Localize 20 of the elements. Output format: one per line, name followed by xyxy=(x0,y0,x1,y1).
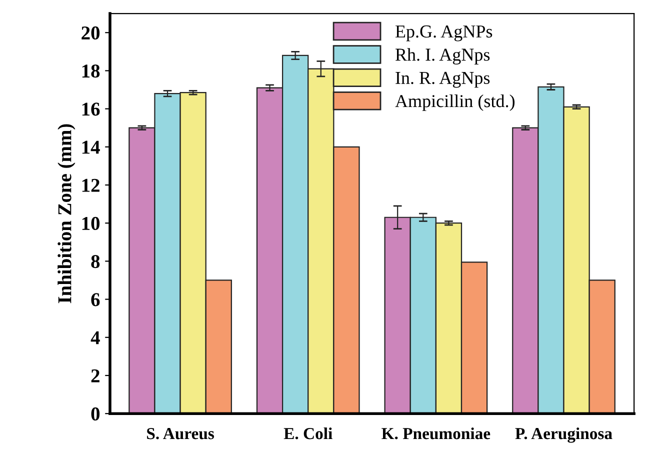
x-tick-label: E. Coli xyxy=(284,427,332,440)
y-axis-title: Inhibition Zone (mm) xyxy=(58,124,76,304)
x-tick-label: K. Pneumoniae xyxy=(382,427,490,440)
legend-label: Ep.G. AgNPs xyxy=(395,25,492,42)
legend-label: Rh. I. AgNps xyxy=(395,48,490,65)
x-tick-label: S. Aureus xyxy=(147,428,214,440)
y-tick-label: 18 xyxy=(82,64,100,78)
y-tick-label: 0 xyxy=(91,407,100,421)
y-tick-label: 10 xyxy=(82,216,100,230)
legend-label: In. R. AgNps xyxy=(396,72,490,88)
y-tick-label: 8 xyxy=(91,255,100,268)
y-tick-label: 14 xyxy=(82,140,100,154)
x-tick-label: P. Aeruginosa xyxy=(515,427,612,443)
y-tick-label: 12 xyxy=(82,178,100,192)
legend-label: Ampicillin (std.) xyxy=(395,94,515,111)
y-tick-label: 20 xyxy=(82,26,100,40)
y-tick-label: 16 xyxy=(82,102,100,116)
y-tick-label: 6 xyxy=(91,293,100,306)
y-tick-label: 2 xyxy=(91,369,100,382)
y-tick-label: 4 xyxy=(90,331,100,344)
